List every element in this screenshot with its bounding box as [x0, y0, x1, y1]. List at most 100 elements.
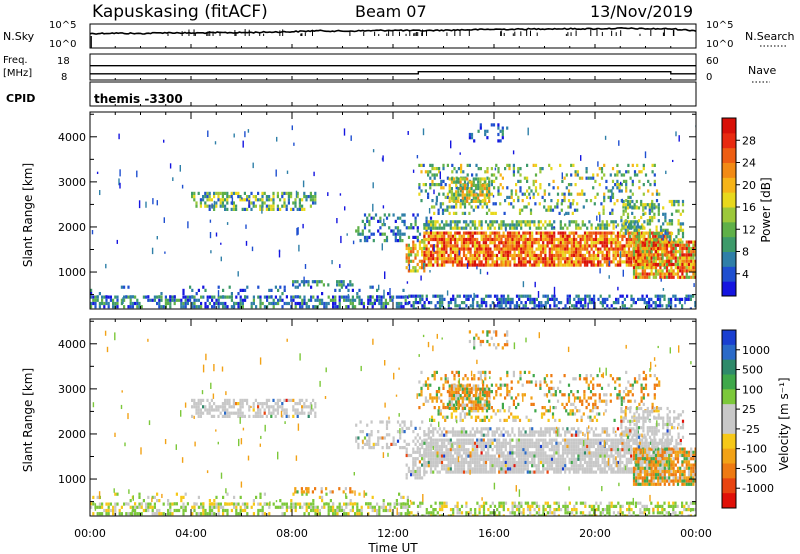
data-cell	[544, 220, 547, 224]
data-cell	[217, 195, 220, 199]
data-cell	[158, 305, 161, 309]
data-cell	[586, 263, 589, 267]
data-cell	[517, 454, 521, 458]
data-cell	[599, 301, 602, 305]
data-cell	[465, 297, 468, 301]
data-cell	[257, 414, 260, 418]
data-cell	[484, 241, 488, 245]
data-cell	[495, 441, 499, 445]
data-cell	[477, 196, 480, 200]
data-cell	[515, 237, 518, 242]
data-cell	[467, 244, 470, 248]
data-cell	[509, 250, 512, 254]
data-cell	[603, 226, 606, 230]
data-cell	[579, 241, 582, 245]
data-cell	[681, 203, 685, 207]
data-cell	[501, 132, 504, 137]
data-cell	[544, 260, 547, 264]
data-cell	[393, 502, 396, 506]
data-cell	[477, 167, 480, 171]
data-cell	[338, 295, 341, 299]
data-cell	[661, 256, 664, 260]
data-cell	[653, 238, 656, 242]
data-cell	[526, 444, 529, 449]
data-cell	[222, 301, 225, 306]
data-cell	[672, 240, 675, 244]
data-cell	[665, 269, 669, 273]
data-cell	[281, 414, 284, 418]
data-cell	[469, 253, 472, 258]
data-cell	[681, 256, 684, 260]
data-cell	[531, 257, 534, 261]
data-cell	[474, 205, 478, 209]
data-cell	[531, 444, 534, 449]
data-cell	[520, 226, 523, 230]
data-cell	[665, 272, 669, 276]
freq-left-tick-top: 18	[57, 56, 70, 67]
data-cell	[312, 502, 315, 506]
data-cell	[454, 257, 457, 261]
data-cell	[305, 398, 308, 402]
data-cell	[621, 294, 624, 298]
data-cell	[476, 438, 479, 442]
data-cell	[199, 411, 202, 415]
data-cell	[277, 288, 280, 292]
data-cell	[537, 467, 540, 471]
data-cell	[622, 203, 625, 207]
data-cell	[243, 198, 246, 202]
data-cell	[156, 295, 159, 299]
data-cell	[572, 244, 576, 248]
data-cell	[158, 295, 161, 299]
data-cell	[219, 201, 222, 205]
data-cell	[246, 295, 249, 299]
data-cell	[301, 207, 304, 211]
data-cell	[524, 441, 527, 445]
data-cell	[305, 492, 308, 496]
data-cell	[502, 297, 505, 301]
data-cell	[456, 470, 459, 474]
data-cell	[208, 198, 211, 202]
data-cell	[301, 505, 304, 509]
data-cell	[418, 232, 422, 236]
data-cell	[226, 408, 229, 412]
data-cell	[312, 201, 315, 205]
data-cell	[414, 269, 417, 273]
data-cell	[667, 301, 670, 305]
data-cell	[272, 301, 275, 306]
data-cell	[612, 237, 615, 242]
data-cell	[538, 304, 541, 308]
data-cell	[599, 247, 602, 251]
data-cell	[294, 285, 297, 289]
data-cell	[537, 438, 540, 442]
data-cell	[219, 411, 222, 415]
data-cell	[448, 211, 451, 215]
data-cell	[432, 451, 435, 455]
data-cell	[331, 490, 334, 494]
noise-cell	[350, 135, 352, 141]
data-cell	[460, 470, 463, 474]
colorbar-swatch	[722, 118, 736, 134]
data-cell	[329, 508, 332, 513]
data-cell	[611, 179, 615, 183]
data-cell	[103, 305, 106, 309]
data-cell	[443, 297, 446, 301]
data-cell	[564, 304, 567, 308]
data-cell	[418, 266, 421, 270]
data-cell	[440, 220, 444, 224]
data-cell	[620, 183, 623, 187]
data-cell	[156, 508, 159, 513]
data-cell	[294, 280, 297, 284]
data-cell	[520, 448, 523, 452]
data-cell	[539, 167, 542, 171]
data-cell	[509, 457, 512, 461]
data-cell	[692, 259, 695, 263]
data-cell	[670, 266, 673, 270]
data-cell	[169, 305, 172, 309]
data-cell	[511, 257, 514, 261]
data-cell	[631, 192, 634, 196]
data-cell	[482, 301, 486, 305]
data-cell	[535, 253, 538, 258]
data-cell	[226, 198, 229, 202]
data-cell	[379, 226, 382, 230]
noise-cell	[276, 136, 278, 142]
